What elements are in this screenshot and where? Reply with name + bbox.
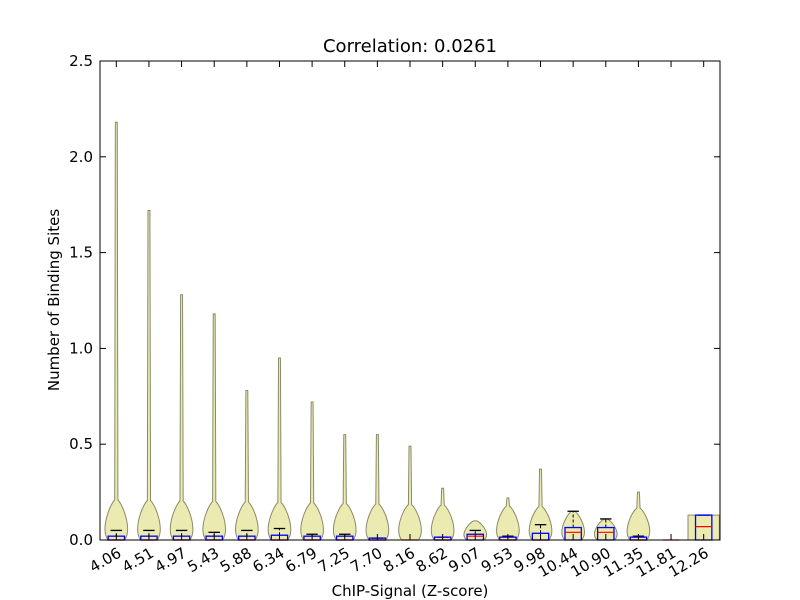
violin-4.06 <box>104 121 129 541</box>
violin-6.79 <box>300 401 324 541</box>
violin-9.53 <box>496 497 520 541</box>
violin-6.34 <box>267 357 292 541</box>
x-axis-title: ChIP-Signal (Z-score) <box>332 582 489 600</box>
violin-9.98 <box>528 468 553 541</box>
violin-4.97 <box>169 294 194 541</box>
chart-title: Correlation: 0.0261 <box>323 36 497 57</box>
violin-4.51 <box>137 209 161 541</box>
violin-7.70 <box>365 434 390 541</box>
violin-5.88 <box>235 390 259 541</box>
violins-group <box>104 121 720 541</box>
y-tick-label: 1.0 <box>69 339 93 357</box>
violin-8.62 <box>430 487 455 541</box>
y-tick-label: 2.5 <box>69 52 93 70</box>
y-tick-label: 0.0 <box>69 531 93 549</box>
violin-8.16 <box>398 445 422 541</box>
y-tick-label: 1.5 <box>69 244 93 262</box>
violin-11.35 <box>626 491 651 541</box>
violin-7.25 <box>333 434 357 541</box>
y-tick-label: 0.5 <box>69 435 93 453</box>
y-axis: 0.0 0.5 1.0 1.5 2.0 2.5 <box>69 52 720 549</box>
y-tick-label: 2.0 <box>69 148 93 166</box>
violin-5.43 <box>202 313 226 541</box>
y-axis-title: Number of Binding Sites <box>45 209 63 391</box>
